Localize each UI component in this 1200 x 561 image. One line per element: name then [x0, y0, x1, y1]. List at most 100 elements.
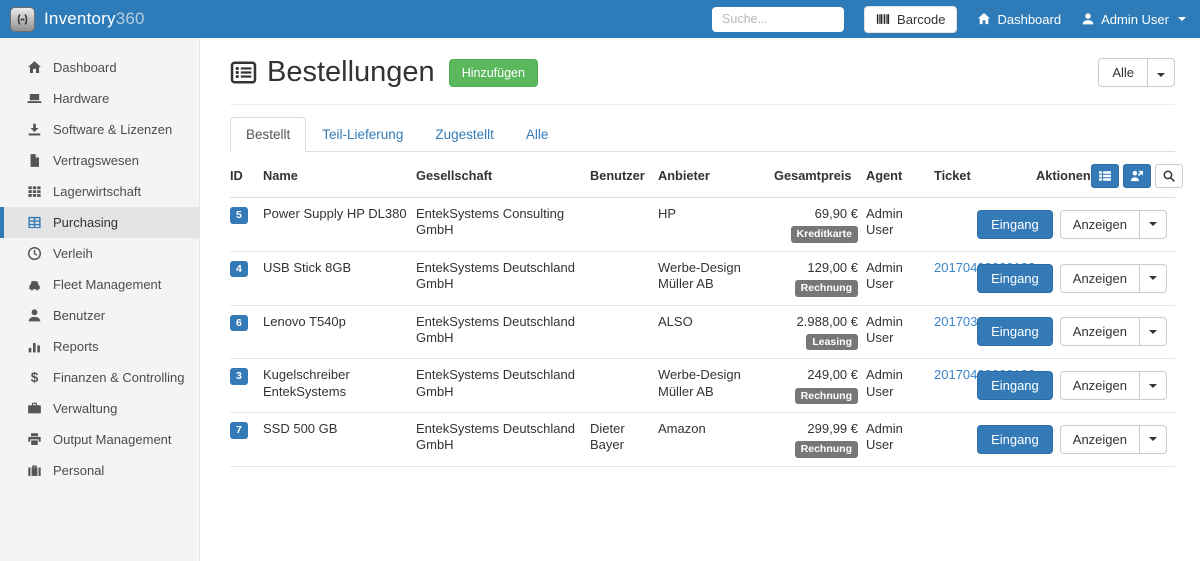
column-header-anbieter[interactable]: Anbieter	[658, 152, 774, 198]
chevron-down-icon	[1149, 222, 1157, 227]
sidebar-item-verwaltung[interactable]: Verwaltung	[0, 393, 199, 424]
order-price: 129,00 €	[807, 259, 858, 275]
sidebar-item-personal[interactable]: Personal	[0, 455, 199, 486]
anzeigen-button[interactable]: Anzeigen	[1059, 209, 1140, 239]
list-alt-icon	[230, 59, 257, 86]
printer-icon	[28, 433, 41, 446]
top-navbar: Inventory360 Barcode Dashboard Admin Use…	[0, 0, 1200, 38]
sidebar-item-reports[interactable]: Reports	[0, 331, 199, 362]
eingang-button[interactable]: Eingang	[977, 424, 1053, 454]
order-gesellschaft: EntekSystems Deutschland GmbH	[416, 251, 590, 306]
anzeigen-button[interactable]: Anzeigen	[1059, 371, 1140, 401]
sidebar-item-verleih[interactable]: Verleih	[0, 238, 199, 269]
user-export-icon	[1130, 170, 1143, 182]
sidebar-item-benutzer[interactable]: Benutzer	[0, 300, 199, 331]
anzeigen-caret-button[interactable]	[1139, 371, 1167, 401]
search-input[interactable]	[712, 6, 845, 32]
user-export-button[interactable]	[1122, 164, 1151, 188]
user-menu-label: Admin User	[1101, 11, 1169, 27]
sidebar-item-output-management[interactable]: Output Management	[0, 424, 199, 455]
sidebar-item-finanzen[interactable]: $ Finanzen & Controlling	[0, 362, 199, 393]
order-agent: Admin User	[866, 251, 934, 306]
order-agent: Admin User	[866, 412, 934, 467]
orders-table: ID Name Gesellschaft Benutzer Anbieter G…	[230, 152, 1183, 467]
sidebar-item-fleet-management[interactable]: Fleet Management	[0, 269, 199, 300]
download-icon	[28, 123, 41, 136]
order-gesellschaft: EntekSystems Deutschland GmbH	[416, 358, 590, 413]
sidebar-item-purchasing[interactable]: Purchasing	[0, 207, 199, 238]
brand[interactable]: Inventory360	[10, 6, 145, 32]
order-agent: Admin User	[866, 358, 934, 413]
tab-zugestellt[interactable]: Zugestellt	[435, 127, 494, 142]
bar-chart-icon	[28, 342, 40, 353]
main-content: Bestellungen Hinzufügen Alle Bestellt Te…	[200, 38, 1200, 561]
table-search-button[interactable]	[1154, 164, 1183, 188]
tab-bestellt[interactable]: Bestellt	[230, 117, 307, 152]
briefcase-icon	[28, 402, 41, 414]
order-price: 69,90 €	[814, 206, 858, 221]
column-header-gesellschaft[interactable]: Gesellschaft	[416, 152, 590, 198]
sidebar-item-lagerwirtschaft[interactable]: Lagerwirtschaft	[0, 176, 199, 207]
chevron-down-icon	[1149, 276, 1157, 281]
eingang-button[interactable]: Eingang	[977, 371, 1053, 401]
brand-suffix: 360	[115, 9, 145, 28]
page-title: Bestellungen	[267, 56, 435, 88]
eingang-button[interactable]: Eingang	[977, 263, 1053, 293]
column-header-ticket[interactable]: Ticket	[934, 152, 1036, 198]
svg-text:$: $	[31, 370, 39, 385]
chevron-down-icon	[1157, 73, 1165, 77]
table-icon	[28, 216, 41, 229]
anzeigen-caret-button[interactable]	[1139, 424, 1167, 454]
brand-name: Inventory360	[44, 9, 145, 28]
order-agent: Admin User	[866, 305, 934, 360]
sidebar-item-vertragswesen[interactable]: Vertragswesen	[0, 145, 199, 176]
sidebar-item-dashboard[interactable]: Dashboard	[0, 52, 199, 83]
laptop-icon	[27, 94, 42, 103]
table-row: 5 Power Supply HP DL380 EntekSystems Con…	[230, 197, 1175, 252]
column-header-agent[interactable]: Agent	[866, 152, 934, 198]
anzeigen-caret-button[interactable]	[1139, 317, 1167, 347]
tab-teil-lieferung[interactable]: Teil-Lieferung	[322, 127, 404, 142]
list-view-button[interactable]	[1090, 164, 1119, 188]
chevron-down-icon	[1149, 329, 1157, 334]
chevron-down-icon	[1178, 17, 1186, 21]
order-anbieter: Amazon	[658, 412, 774, 467]
list-view-icon	[1098, 171, 1111, 181]
column-header-id[interactable]: ID	[230, 152, 263, 198]
header-divider	[230, 104, 1175, 105]
eingang-button[interactable]: Eingang	[977, 209, 1053, 239]
anzeigen-button[interactable]: Anzeigen	[1059, 263, 1140, 293]
column-header-benutzer[interactable]: Benutzer	[590, 152, 658, 198]
eingang-button[interactable]: Eingang	[977, 317, 1053, 347]
sidebar: Dashboard Hardware Software & Lizenzen V…	[0, 38, 200, 561]
user-menu[interactable]: Admin User	[1081, 12, 1186, 27]
payment-badge: Kreditkarte	[790, 226, 858, 243]
anzeigen-button[interactable]: Anzeigen	[1059, 424, 1140, 454]
tab-alle[interactable]: Alle	[525, 127, 549, 142]
sidebar-item-label: Lagerwirtschaft	[53, 184, 142, 199]
column-header-gesamtpreis[interactable]: Gesamtpreis	[774, 152, 866, 198]
sidebar-item-software[interactable]: Software & Lizenzen	[0, 114, 199, 145]
anzeigen-caret-button[interactable]	[1139, 209, 1167, 239]
sidebar-item-label: Purchasing	[53, 215, 119, 230]
add-order-button[interactable]: Hinzufügen	[448, 58, 538, 87]
barcode-label: Barcode	[897, 11, 946, 27]
sidebar-item-label: Personal	[53, 463, 105, 478]
anzeigen-caret-button[interactable]	[1139, 263, 1167, 293]
filter-all-button[interactable]: Alle	[1098, 58, 1148, 87]
barcode-button[interactable]: Barcode	[864, 5, 958, 33]
anzeigen-button[interactable]: Anzeigen	[1059, 317, 1140, 347]
suitcase-icon	[28, 465, 41, 476]
order-id-badge: 4	[230, 260, 248, 278]
filter-caret-button[interactable]	[1147, 58, 1175, 87]
order-name: USB Stick 8GB	[263, 251, 416, 306]
column-header-name[interactable]: Name	[263, 152, 416, 198]
payment-badge: Rechnung	[794, 441, 858, 458]
home-icon	[28, 61, 41, 73]
order-id-badge: 3	[230, 368, 248, 385]
payment-badge: Leasing	[806, 333, 858, 351]
navbar-dashboard-link[interactable]: Dashboard	[977, 12, 1061, 27]
payment-badge: Rechnung	[794, 280, 858, 297]
sidebar-item-hardware[interactable]: Hardware	[0, 83, 199, 114]
status-tabs: Bestellt Teil-Lieferung Zugestellt Alle	[230, 117, 1175, 152]
